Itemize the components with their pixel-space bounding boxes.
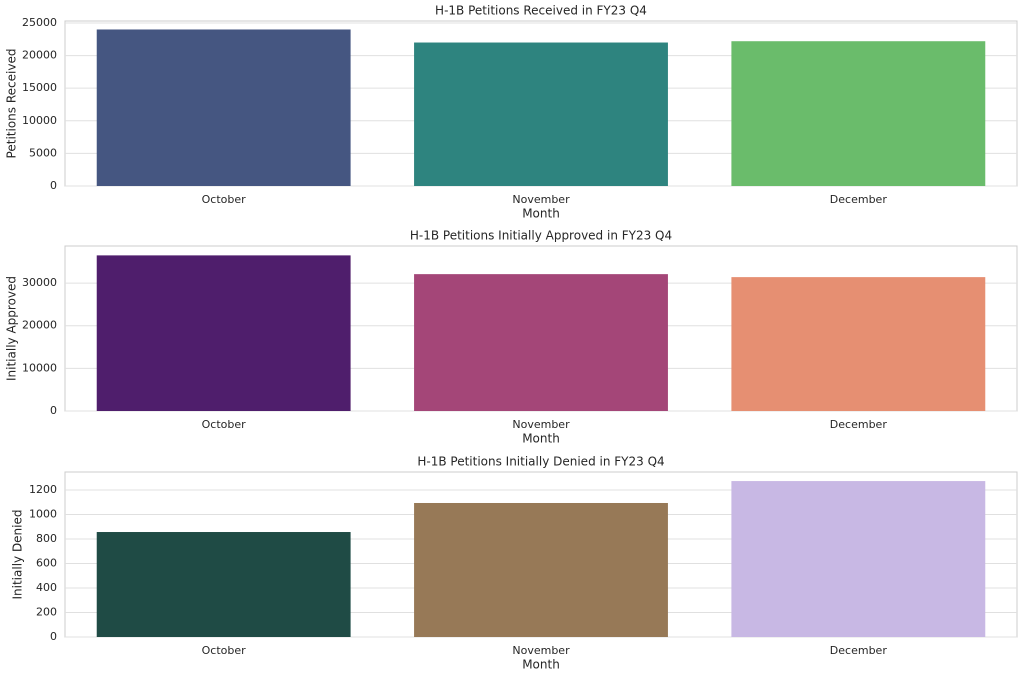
y-tick-label: 20000 (22, 49, 57, 62)
y-tick-label: 1200 (29, 483, 57, 496)
bar (96, 255, 351, 411)
y-tick-label: 5000 (29, 146, 57, 159)
chart-title: H-1B Petitions Received in FY23 Q4 (435, 4, 647, 18)
y-tick-label: 1000 (29, 508, 57, 521)
x-tick-label: December (830, 418, 888, 431)
y-tick-label: 15000 (22, 81, 57, 94)
y-tick-label: 0 (50, 179, 57, 192)
bar (96, 29, 351, 187)
bar (414, 274, 668, 411)
y-tick-label: 600 (36, 557, 57, 570)
y-tick-label: 25000 (22, 16, 57, 29)
x-tick-label: October (202, 644, 246, 657)
x-axis-label: Month (522, 432, 560, 446)
bar (96, 532, 351, 637)
bar (731, 481, 986, 637)
x-axis-label: Month (522, 207, 560, 221)
y-tick-label: 400 (36, 581, 57, 594)
x-tick-label: October (202, 193, 246, 206)
bar (731, 277, 986, 411)
y-tick-label: 10000 (22, 361, 57, 374)
y-tick-label: 0 (50, 404, 57, 417)
x-tick-label: December (830, 644, 888, 657)
y-axis-label: Petitions Received (5, 49, 19, 159)
x-axis-label: Month (522, 658, 560, 672)
chart-title: H-1B Petitions Initially Denied in FY23 … (417, 455, 664, 469)
y-axis-label: Initially Denied (11, 509, 25, 599)
bar (414, 502, 668, 637)
x-tick-label: November (512, 644, 570, 657)
chart-title: H-1B Petitions Initially Approved in FY2… (410, 229, 672, 243)
bar (414, 42, 668, 186)
y-tick-label: 0 (50, 630, 57, 643)
x-tick-label: October (202, 418, 246, 431)
y-tick-label: 200 (36, 606, 57, 619)
x-tick-label: November (512, 418, 570, 431)
x-tick-label: November (512, 193, 570, 206)
y-tick-label: 20000 (22, 319, 57, 332)
x-tick-label: December (830, 193, 888, 206)
y-tick-label: 10000 (22, 114, 57, 127)
y-axis-label: Initially Approved (5, 276, 19, 381)
y-tick-label: 30000 (22, 276, 57, 289)
y-tick-label: 800 (36, 532, 57, 545)
bar (731, 41, 986, 186)
